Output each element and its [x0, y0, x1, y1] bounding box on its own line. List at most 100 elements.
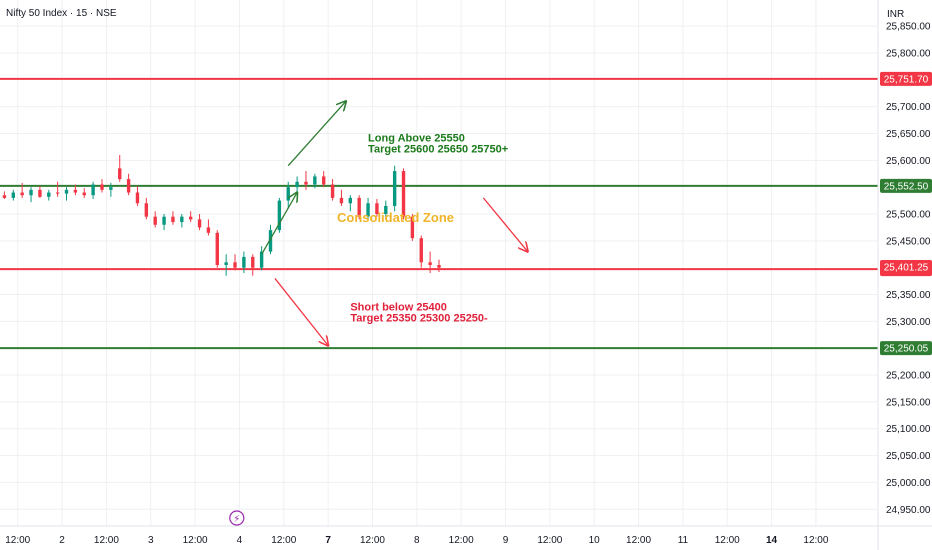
candle: [100, 179, 104, 193]
candle: [366, 197, 370, 220]
candle-body: [11, 192, 16, 198]
time-tick-label: 12:00: [271, 535, 296, 546]
candle-body: [259, 251, 264, 268]
candle: [171, 211, 175, 225]
candle-body: [20, 192, 24, 196]
candle-body: [91, 184, 95, 196]
candle-body: [233, 262, 237, 268]
candle-body: [277, 200, 282, 231]
time-tick-label: 12:00: [5, 535, 30, 546]
candle: [206, 219, 211, 236]
candle-body: [419, 238, 423, 263]
candle-body: [428, 262, 432, 265]
price-tag-hline-bg: [880, 178, 932, 193]
time-tick-label: 12:00: [94, 535, 119, 546]
candle: [224, 254, 228, 276]
event-marker-icon[interactable]: ⚡: [229, 510, 245, 526]
candle: [410, 214, 415, 241]
candle-body: [206, 227, 211, 233]
price-axis[interactable]: 25,850.00 25,800.00 25,700.00 25,650.00 25,6…: [877, 0, 932, 550]
candle: [144, 197, 149, 220]
candle: [295, 176, 299, 193]
price-tag-hline: 25,751.70: [884, 74, 929, 85]
candle-body: [135, 192, 140, 204]
candle: [322, 171, 326, 188]
candle: [109, 182, 113, 197]
candle: [357, 195, 361, 220]
arrow-up[interactable]: [287, 101, 346, 167]
candle: [162, 214, 166, 231]
candle-body: [348, 197, 353, 204]
currency-label[interactable]: INR: [887, 9, 904, 20]
candle: [242, 251, 246, 274]
candle: [188, 211, 193, 223]
price-tick-label: 25,650.00: [886, 129, 931, 140]
price-tag-last-bg: [880, 260, 932, 275]
time-axis[interactable]: 12:00 2 12:00 3 12:00 4 12:00 7 12:00 8 12:00 9 12:0…: [0, 510, 932, 546]
arrows[interactable]: [261, 101, 528, 345]
lightning-icon: ⚡: [233, 514, 240, 525]
candle: [428, 251, 432, 274]
time-tick-label: 11: [678, 535, 689, 546]
price-tick-label: 25,350.00: [886, 290, 931, 301]
candle-body: [188, 216, 193, 220]
price-tick-label: 25,450.00: [886, 236, 931, 247]
candle: [135, 186, 140, 206]
candle-body: [64, 189, 69, 194]
candle: [348, 195, 353, 212]
candle: [330, 179, 335, 201]
candle-body: [126, 179, 131, 193]
candle-body: [286, 187, 290, 201]
time-tick-label: 9: [503, 535, 509, 546]
price-tag-hline-bg: [880, 341, 932, 356]
short-target-text[interactable]: Target 25350 25300 25250-: [350, 312, 488, 324]
candle-body: [384, 205, 388, 214]
candle: [91, 181, 95, 199]
candle: [215, 230, 219, 268]
candle-body: [304, 181, 308, 185]
long-signal-text[interactable]: Long Above 25550: [368, 133, 465, 145]
candle-body: [313, 176, 317, 185]
price-tag-last: 25,401.25: [884, 263, 929, 274]
candle-body: [251, 256, 255, 268]
candle: [392, 165, 397, 212]
arrow-up[interactable]: [261, 193, 297, 255]
price-tick-label: 25,600.00: [886, 156, 931, 167]
price-tick-label: 24,950.00: [886, 505, 931, 516]
candle: [339, 189, 344, 206]
time-tick-label: 2: [59, 535, 65, 546]
price-tick-label: 25,200.00: [886, 371, 931, 382]
candle: [126, 173, 131, 196]
consolidated-zone-label[interactable]: Consolidated Zone: [337, 210, 454, 225]
arrow-down[interactable]: [482, 197, 527, 252]
candle-body: [100, 184, 104, 190]
candle: [73, 184, 78, 196]
time-tick-label: 12:00: [360, 535, 385, 546]
candle: [401, 168, 406, 220]
candle-body: [153, 216, 157, 225]
candle: [55, 181, 60, 197]
candle: [29, 187, 33, 203]
candle-body: [197, 219, 202, 228]
candle: [2, 191, 7, 199]
arrow-down[interactable]: [274, 278, 328, 345]
time-tick-label: 10: [589, 535, 601, 546]
candle: [313, 173, 317, 189]
long-target-text[interactable]: Target 25600 25650 25750+: [368, 143, 508, 155]
candle: [384, 200, 388, 220]
candle: [118, 154, 122, 182]
price-tick-label: 25,150.00: [886, 397, 931, 408]
candle: [251, 254, 255, 276]
candle-body: [242, 256, 246, 268]
short-signal-text[interactable]: Short below 25400: [350, 302, 447, 314]
candle-body: [401, 171, 406, 217]
candle-body: [410, 216, 415, 239]
candle-body: [82, 192, 86, 196]
time-tick-label: 12:00: [715, 535, 740, 546]
candle-body: [295, 181, 299, 188]
time-tick-label: 12:00: [183, 535, 208, 546]
candle: [180, 214, 184, 228]
